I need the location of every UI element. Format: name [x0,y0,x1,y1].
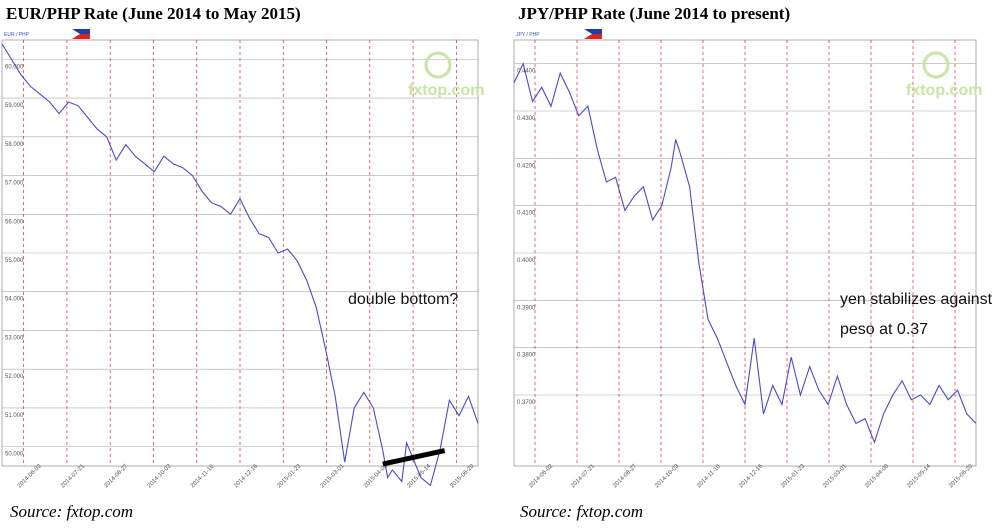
x-tick-label: 2015-05-14 [906,463,932,489]
y-tick-label: 0.3700 [517,400,536,406]
y-tick-label: 0.4200 [517,163,536,169]
y-tick-label: 52.000 [5,374,24,380]
x-tick-label: 2015-01-23 [276,463,302,489]
x-tick-label: 2014-08-27 [103,463,129,489]
jpy-chart-source: Source: fxtop.com [520,502,644,521]
x-tick-label: 2014-07-21 [570,463,596,489]
x-tick-label: 2015-04-08 [864,463,890,489]
y-tick-label: 56.000 [5,219,24,225]
annotation-text: yen stabilizes against [840,291,993,308]
x-tick-label: 2015-03-01 [822,463,848,489]
y-tick-label: 0.4300 [517,116,536,122]
y-tick-label: 51.000 [5,413,24,419]
x-tick-label: 2014-10-03 [147,463,173,489]
jpy-php-chart: JPY / PHP 0.4400 0.4300 0.4200 0.4100 0.4000 0… [513,29,993,489]
x-tick-label: 2014-12-16 [738,463,764,489]
jpy-chart-title: JPY/PHP Rate (June 2014 to present) [518,4,791,23]
annotation-text: peso at 0.37 [840,321,928,338]
chart-header: JPY / PHP [516,32,540,38]
x-tick-label: 2015-03-01 [320,463,346,489]
annotation-text: double bottom? [348,291,458,308]
y-tick-label: 0.4100 [517,211,536,217]
y-tick-label: 60.000 [5,64,24,70]
y-tick-label: 0.4400 [517,69,536,75]
y-tick-label: 59.000 [5,103,24,109]
y-tick-label: 58.000 [5,142,24,148]
x-tick-label: 2015-06-20 [948,463,974,489]
support-trendline [382,448,446,467]
eur-php-chart: EUR / PHP 60.000 59.000 58.000 57.000 56.000 5… [1,29,484,489]
y-tick-label: 0.3800 [517,353,536,359]
x-tick-label: 2014-11-10 [696,463,722,489]
flag-icon [584,29,602,39]
flag-icon [72,29,90,39]
series-line [1,43,479,487]
y-tick-label: 53.000 [5,335,24,341]
y-tick-label: 50.000 [5,452,24,458]
x-tick-label: 2014-12-16 [233,463,259,489]
x-tick-label: 2014-11-10 [190,463,216,489]
eur-chart-title: EUR/PHP Rate (June 2014 to May 2015) [6,4,301,23]
x-tick-label: 2015-06-20 [450,463,476,489]
x-tick-label: 2014-10-03 [654,463,680,489]
x-tick-label: 2014-07-21 [60,463,86,489]
x-tick-label: 2014-06-02 [528,463,554,489]
smiley-icon [424,51,452,79]
y-tick-label: 54.000 [5,297,24,303]
eur-chart-source: Source: fxtop.com [10,502,134,521]
watermark-text: fxtop.com [906,82,982,99]
y-tick-label: 57.000 [5,181,24,187]
series-line [513,62,977,444]
y-tick-label: 55.000 [5,258,24,264]
x-tick-label: 2014-06-02 [17,463,43,489]
chart-header: EUR / PHP [4,32,30,38]
y-tick-label: 0.4000 [517,258,536,264]
x-tick-label: 2015-01-23 [780,463,806,489]
y-tick-label: 0.3900 [517,305,536,311]
watermark-text: fxtop.com [408,82,484,99]
smiley-icon [922,51,950,79]
x-tick-label: 2014-08-27 [612,463,638,489]
x-tick-label: 2015-05-14 [406,463,432,489]
